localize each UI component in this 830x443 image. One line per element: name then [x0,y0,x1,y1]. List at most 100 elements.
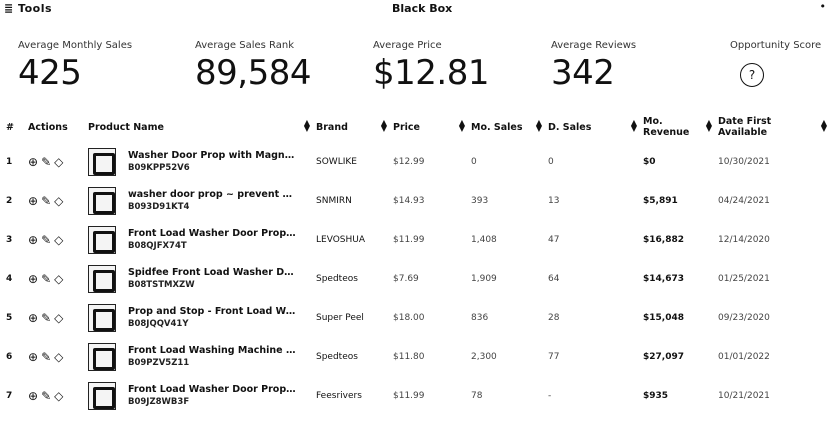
row-number: 3 [6,234,13,245]
mo-revenue-cell: $14,673 [643,273,684,284]
stat-avg-reviews: Average Reviews 342 [551,40,636,93]
product-thumbnail[interactable] [88,342,116,371]
date-first-available-cell: 01/01/2022 [718,351,770,362]
product-name-link[interactable]: Front Load Washing Machine Do... [128,344,298,356]
edit-icon[interactable]: ✎ [41,388,52,403]
mo-sales-cell: 836 [471,312,489,323]
product-thumbnail[interactable] [88,225,116,254]
col-header-d-sales[interactable]: D. Sales ▲ ▼ [548,118,637,133]
tag-icon[interactable]: ◇ [54,349,64,364]
add-icon[interactable]: ⊕ [28,388,39,403]
d-sales-cell: - [548,390,552,401]
add-icon[interactable]: ⊕ [28,349,39,364]
col-header-mo-sales[interactable]: Mo. Sales ▲ ▼ [471,118,542,133]
table-row[interactable]: 2 ⊕ ✎ ◇ washer door prop ~ prevent hol... B09… [0,181,830,220]
brand-cell: Spedteos [316,351,358,362]
col-header-mo-revenue[interactable]: Mo. Revenue ▲ ▼ [643,116,712,138]
product-name-link[interactable]: Prop and Stop - Front Load Wa... [128,305,298,317]
col-header-number[interactable]: # [6,121,14,133]
product-name-link[interactable]: Washer Door Prop with Magnetic... [128,149,298,161]
d-sales-cell: 13 [548,195,560,206]
tag-icon[interactable]: ◇ [54,310,64,325]
tag-icon[interactable]: ◇ [54,388,64,403]
edit-icon[interactable]: ✎ [41,193,52,208]
stat-label: Average Price [373,40,442,51]
sort-icon[interactable]: ▲ ▼ [820,118,827,133]
product-name-link[interactable]: washer door prop ~ prevent hol... [128,188,298,200]
d-sales-cell: 28 [548,312,560,323]
product-name-link[interactable]: Front Load Washer Door Prop, M... [128,227,298,239]
edit-icon[interactable]: ✎ [41,310,52,325]
col-header-date-first-available[interactable]: Date First Available ▲ ▼ [718,116,827,138]
product-thumbnail[interactable] [88,303,116,332]
mo-sales-cell: 1,408 [471,234,497,245]
stat-avg-price: Average Price $12.81 [373,40,489,93]
help-icon[interactable]: ? [740,63,764,87]
add-icon[interactable]: ⊕ [28,271,39,286]
price-cell: $12.99 [393,156,425,167]
product-thumbnail[interactable] [88,381,116,410]
product-asin: B08TSTMXZW [128,279,195,290]
col-header-price[interactable]: Price ▲ ▼ [393,118,465,133]
stat-value: $12.81 [373,53,489,93]
table-row[interactable]: 6 ⊕ ✎ ◇ Front Load Washing Machine Do... B09P… [0,337,830,376]
price-cell: $11.99 [393,390,425,401]
edit-icon[interactable]: ✎ [41,232,52,247]
product-cell[interactable]: Spidfee Front Load Washer Door... B08TSTM… [88,259,316,298]
stat-value: 89,584 [195,53,311,93]
sort-icon[interactable]: ▲ ▼ [458,118,465,133]
mo-sales-cell: 1,909 [471,273,497,284]
edit-icon[interactable]: ✎ [41,271,52,286]
product-name-link[interactable]: Spidfee Front Load Washer Door... [128,266,298,278]
sort-icon[interactable]: ▲ ▼ [705,118,712,133]
mo-revenue-cell: $15,048 [643,312,684,323]
tag-icon[interactable]: ◇ [54,271,64,286]
sort-icon[interactable]: ▲ ▼ [630,118,637,133]
mo-revenue-cell: $935 [643,390,669,401]
row-actions: ⊕ ✎ ◇ [28,376,88,415]
col-header-brand[interactable]: Brand ▲ ▼ [316,118,387,133]
date-first-available-cell: 04/24/2021 [718,195,770,206]
table-row[interactable]: 1 ⊕ ✎ ◇ Washer Door Prop with Magnetic... B09… [0,142,830,181]
col-header-product-name[interactable]: Product Name ▲ ▼ [88,118,310,133]
add-icon[interactable]: ⊕ [28,193,39,208]
product-cell[interactable]: Front Load Washing Machine Do... B09PZV5Z… [88,337,316,376]
add-icon[interactable]: ⊕ [28,310,39,325]
product-cell[interactable]: Washer Door Prop with Magnetic... B09KPP5… [88,142,316,181]
app-logo[interactable]: ≣ Tools [4,2,53,15]
product-cell[interactable]: washer door prop ~ prevent hol... B093D91… [88,181,316,220]
table-row[interactable]: 4 ⊕ ✎ ◇ Spidfee Front Load Washer Door... B08… [0,259,830,298]
product-cell[interactable]: Front Load Washer Door Prop, M... B09JZ8W… [88,376,316,415]
edit-icon[interactable]: ✎ [41,154,52,169]
product-cell[interactable]: Front Load Washer Door Prop, M... B08QJFX… [88,220,316,259]
tag-icon[interactable]: ◇ [54,232,64,247]
table-header-row: # Actions Product Name ▲ ▼ Brand ▲ ▼ Price ▲ ▼… [0,112,830,142]
stat-opportunity-score: Opportunity Score ? [730,40,821,87]
row-number: 4 [6,273,13,284]
product-thumbnail[interactable] [88,186,116,215]
product-name-link[interactable]: Front Load Washer Door Prop, M... [128,383,298,395]
corner-menu-icon[interactable]: • [819,0,827,13]
product-cell[interactable]: Prop and Stop - Front Load Wa... B08JQQV4… [88,298,316,337]
row-actions: ⊕ ✎ ◇ [28,142,88,181]
tag-icon[interactable]: ◇ [54,193,64,208]
brand-cell: LEVOSHUA [316,234,366,245]
edit-icon[interactable]: ✎ [41,349,52,364]
stat-label: Opportunity Score [730,40,822,51]
table-row[interactable]: 7 ⊕ ✎ ◇ Front Load Washer Door Prop, M... B09… [0,376,830,415]
table-row[interactable]: 3 ⊕ ✎ ◇ Front Load Washer Door Prop, M... B08… [0,220,830,259]
product-asin: B08JQQV41Y [128,318,189,329]
table-row[interactable]: 5 ⊕ ✎ ◇ Prop and Stop - Front Load Wa... B08J… [0,298,830,337]
sort-icon[interactable]: ▲ ▼ [303,118,310,133]
sort-icon[interactable]: ▲ ▼ [535,118,542,133]
add-icon[interactable]: ⊕ [28,232,39,247]
brand-cell: Feesrivers [316,390,362,401]
row-number: 2 [6,195,13,206]
product-thumbnail[interactable] [88,264,116,293]
sort-icon[interactable]: ▲ ▼ [380,118,387,133]
product-thumbnail[interactable] [88,147,116,176]
tag-icon[interactable]: ◇ [54,154,64,169]
add-icon[interactable]: ⊕ [28,154,39,169]
stat-label: Average Monthly Sales [18,40,133,51]
brand-cell: SOWLIKE [316,156,357,167]
